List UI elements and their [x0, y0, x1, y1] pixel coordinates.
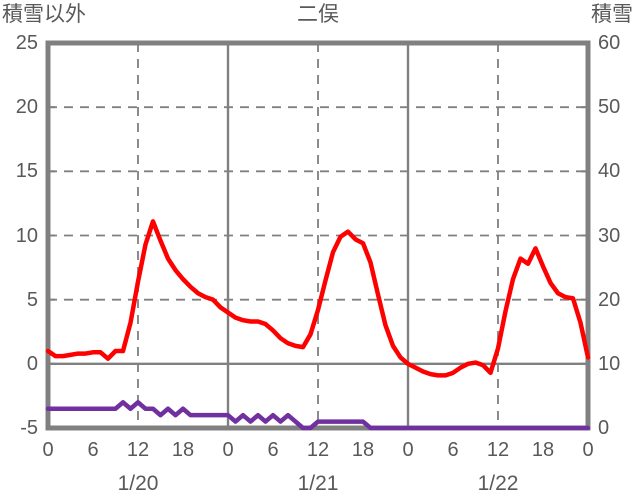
chart-title: 二俣: [297, 3, 339, 26]
x-axis-tick: 0: [42, 439, 54, 461]
series-snow-depth: [45, 400, 591, 431]
gridlines: [48, 43, 588, 428]
y-axis-left-tick: 5: [26, 288, 38, 311]
x-axis-tick: 6: [267, 439, 279, 461]
y-axis-left-tick: 25: [15, 32, 38, 54]
x-axis-day-label: 1/22: [477, 472, 519, 495]
plot-frame: [45, 40, 591, 431]
x-axis-day-label: 1/21: [297, 472, 339, 495]
y-axis-left-tick: 0: [26, 352, 38, 375]
x-axis-tick: 0: [222, 439, 234, 461]
y-axis-right-tick: 0: [598, 417, 610, 439]
y-axis-right-tick: 40: [598, 160, 621, 183]
y-axis-right-tick: 60: [598, 32, 621, 54]
x-axis-tick: 0: [582, 439, 594, 461]
series-non-snow-precip: [45, 219, 591, 378]
x-axis-tick: 18: [351, 439, 375, 461]
x-axis-tick: 18: [171, 439, 195, 461]
y-axis-left-tick: 15: [15, 160, 38, 183]
y-axis-left-tick: -5: [20, 417, 38, 439]
y-axis-right-tick: 10: [598, 352, 621, 375]
right-axis-title: 積雪: [591, 3, 633, 26]
x-axis-tick: 0: [402, 439, 414, 461]
y-axis-left-tick: 20: [15, 96, 38, 119]
x-axis-tick: 18: [531, 439, 555, 461]
y-axis-left-tick: 10: [15, 224, 38, 247]
x-axis-tick: 12: [486, 439, 510, 461]
x-axis-tick: 6: [447, 439, 459, 461]
y-axis-right-tick: 30: [598, 224, 621, 247]
x-axis-tick: 6: [87, 439, 99, 461]
y-axis-right-tick: 20: [598, 288, 621, 311]
x-axis-tick: 12: [306, 439, 330, 461]
x-axis-day-label: 1/20: [117, 472, 159, 495]
left-axis-title: 積雪以外: [2, 3, 86, 26]
y-axis-right-tick: 50: [598, 96, 621, 119]
x-axis-tick: 12: [126, 439, 150, 461]
series-lines: [45, 219, 591, 431]
